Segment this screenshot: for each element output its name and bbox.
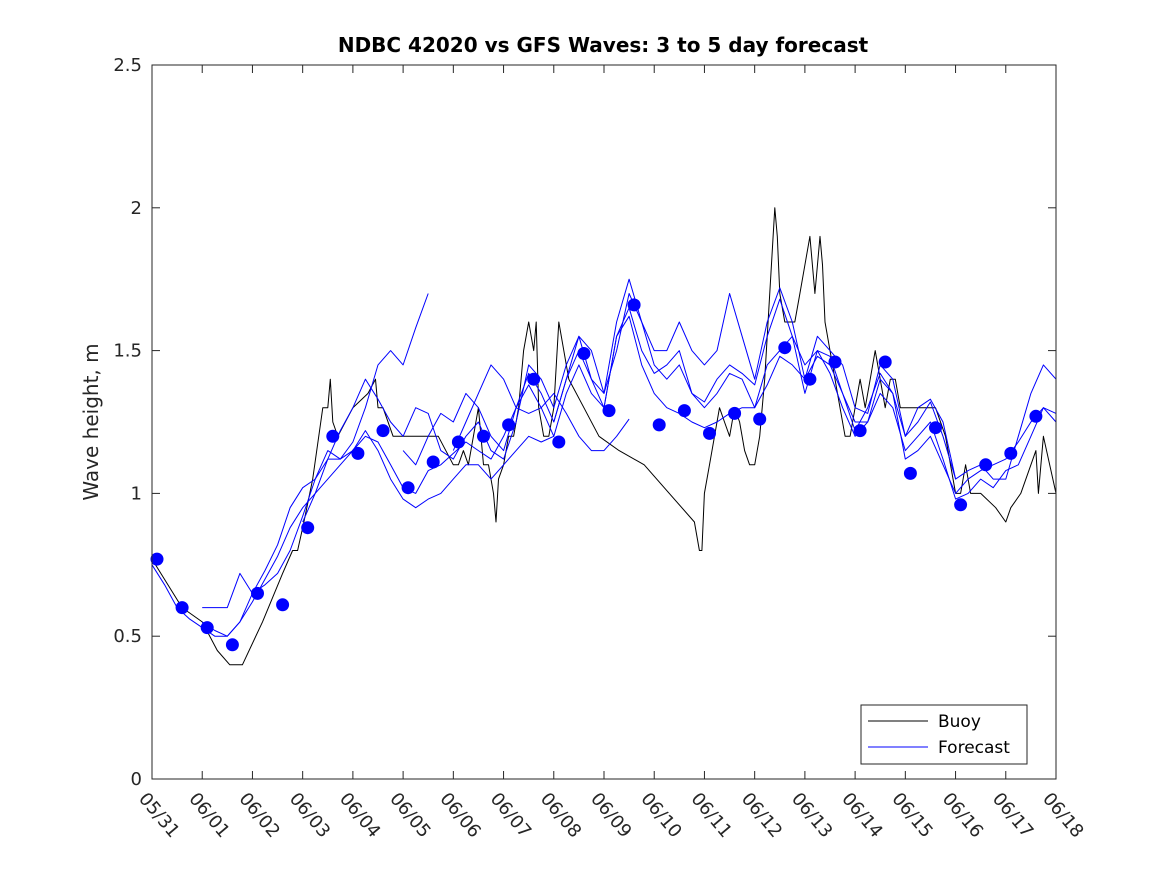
y-tick-label: 2.5	[113, 55, 142, 76]
forecast-marker	[979, 458, 993, 472]
forecast-marker	[251, 586, 264, 600]
forecast-marker	[853, 424, 867, 438]
chart-title: NDBC 42020 vs GFS Waves: 3 to 5 day fore…	[338, 33, 869, 57]
forecast-marker	[803, 372, 817, 386]
forecast-marker	[828, 355, 842, 369]
forecast-marker	[929, 421, 942, 435]
forecast-marker	[276, 598, 290, 612]
forecast-marker	[577, 347, 591, 360]
forecast-marker	[401, 481, 415, 495]
legend-forecast-label: Forecast	[938, 738, 1010, 758]
forecast-marker	[552, 435, 566, 449]
forecast-marker	[527, 372, 541, 386]
forecast-marker	[451, 435, 465, 449]
forecast-marker	[376, 424, 390, 438]
forecast-marker	[728, 406, 742, 420]
forecast-marker	[175, 601, 189, 615]
forecast-marker	[150, 552, 164, 566]
forecast-series-line-7	[201, 430, 555, 637]
legend-box	[860, 704, 1028, 765]
forecast-marker	[753, 412, 767, 426]
forecast-marker	[1029, 409, 1043, 423]
forecast-marker	[225, 638, 239, 652]
y-axis-label: Wave height, m	[79, 343, 103, 500]
forecast-marker	[703, 426, 716, 440]
forecast-marker	[778, 341, 792, 355]
forecast-marker	[351, 446, 365, 460]
buoy-series-line	[151, 207, 1057, 666]
marker-group	[150, 298, 1043, 652]
y-axis: 0 0.5 1 1.5 2 2.5	[113, 55, 1056, 790]
forecast-marker	[502, 418, 516, 432]
forecast-marker	[677, 404, 691, 418]
forecast-marker	[477, 429, 490, 443]
forecast-series-line-2	[202, 293, 429, 609]
forecast-marker	[326, 429, 340, 443]
forecast-series-line-6	[452, 364, 630, 452]
y-tick-label: 0.5	[113, 626, 142, 647]
forecast-marker	[627, 298, 641, 312]
forecast-marker	[954, 498, 968, 512]
y-tick-label: 1.5	[113, 341, 142, 362]
legend: Buoy Forecast	[860, 704, 1028, 765]
forecast-marker	[200, 621, 214, 635]
y-tick-label: 2	[131, 198, 142, 219]
forecast-marker	[878, 355, 892, 369]
forecast-marker	[652, 418, 666, 432]
forecast-series-line-3	[302, 278, 1057, 523]
plot-area	[152, 65, 1056, 779]
forecast-series-line-5	[553, 287, 957, 480]
forecast-marker	[602, 404, 616, 418]
forecast-marker	[426, 455, 440, 469]
forecast-marker	[1004, 446, 1018, 460]
forecast-marker	[903, 466, 917, 480]
forecast-marker	[301, 521, 315, 535]
legend-buoy-label: Buoy	[938, 712, 981, 732]
y-tick-label: 1	[131, 483, 142, 504]
y-tick-label: 0	[131, 769, 142, 790]
